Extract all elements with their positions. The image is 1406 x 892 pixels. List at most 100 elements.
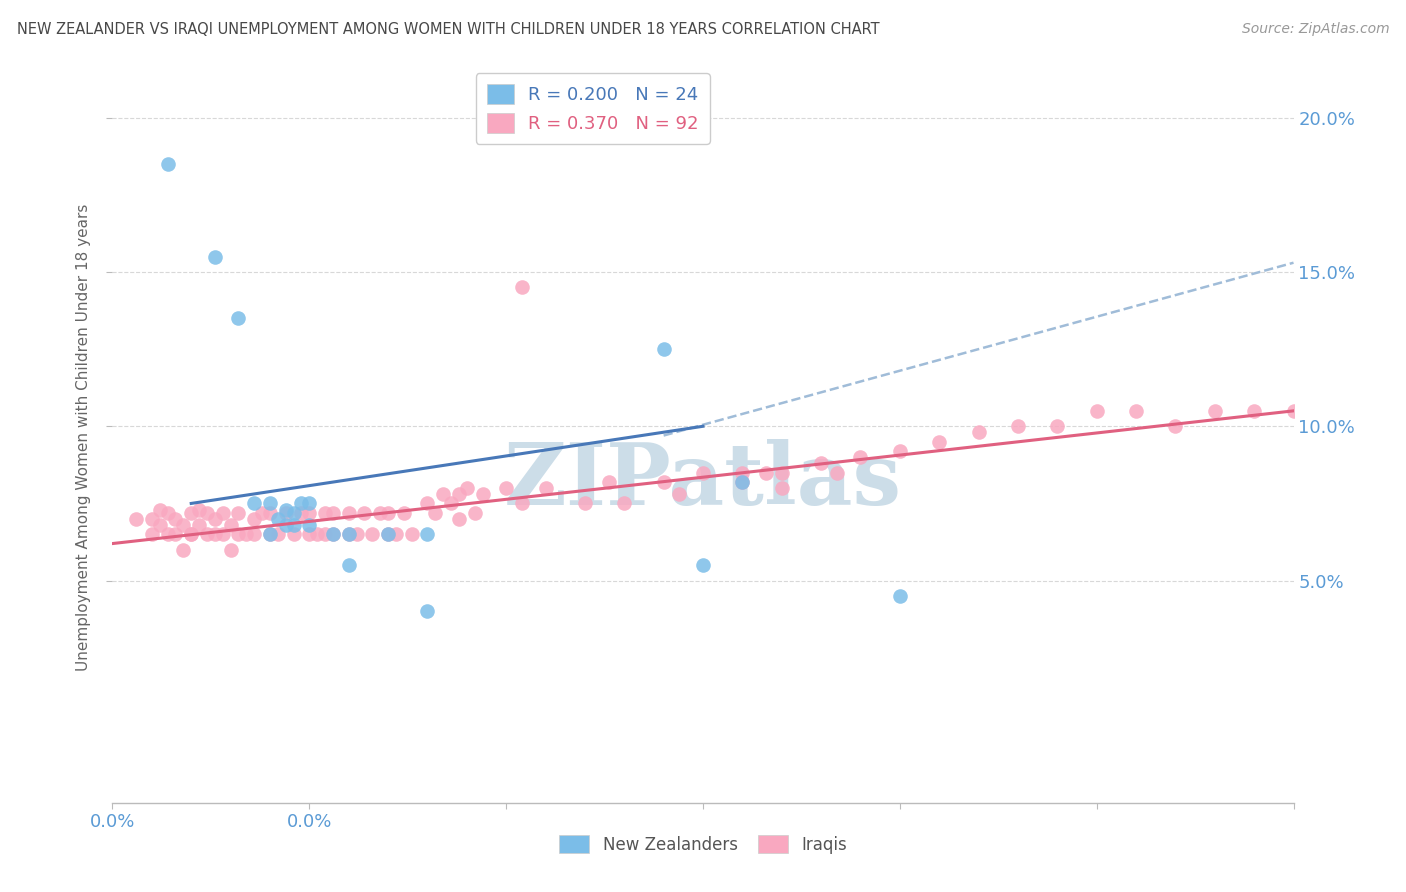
Point (770, 466, 793, 480)
Point (377, 527, 399, 541)
Point (368, 506, 391, 520)
Point (692, 466, 714, 480)
Point (967, 425, 990, 440)
Point (1282, 404, 1305, 418)
Point (416, 527, 439, 541)
Point (534, 481, 557, 495)
Point (172, 518, 194, 533)
Point (731, 466, 754, 480)
Point (125, 512, 148, 526)
Point (259, 496, 281, 510)
Point (385, 527, 408, 541)
Point (283, 518, 305, 533)
Point (432, 487, 454, 501)
Point (274, 506, 297, 520)
Point (290, 496, 312, 510)
Point (219, 518, 242, 533)
Point (195, 506, 218, 520)
Point (165, 512, 187, 526)
Point (188, 502, 211, 516)
Point (314, 527, 336, 541)
Point (298, 506, 321, 520)
Point (298, 518, 321, 533)
Point (440, 496, 463, 510)
Point (652, 475, 675, 489)
Point (283, 506, 305, 520)
Point (141, 527, 163, 541)
Point (274, 518, 297, 533)
Point (471, 487, 494, 501)
Point (228, 506, 250, 520)
Text: Source: ZipAtlas.com: Source: ZipAtlas.com (1241, 22, 1389, 37)
Point (172, 542, 194, 557)
Point (510, 496, 533, 510)
Point (298, 527, 321, 541)
Point (598, 475, 620, 489)
Point (889, 444, 911, 458)
Point (810, 456, 832, 470)
Point (755, 466, 778, 480)
Point (425, 506, 447, 520)
Point (447, 512, 470, 526)
Point (353, 506, 375, 520)
Point (204, 512, 226, 526)
Point (156, 527, 179, 541)
Point (849, 450, 872, 464)
Point (574, 496, 596, 510)
Text: ZIPatlas: ZIPatlas (503, 439, 903, 523)
Point (1243, 404, 1265, 418)
Point (337, 558, 360, 573)
Y-axis label: Unemployment Among Women with Children Under 18 years: Unemployment Among Women with Children U… (76, 203, 91, 671)
Point (180, 506, 202, 520)
Point (267, 527, 290, 541)
Point (377, 527, 399, 541)
Point (211, 506, 233, 520)
Point (464, 506, 486, 520)
Point (416, 604, 439, 618)
Point (401, 527, 423, 541)
Point (149, 518, 172, 533)
Point (731, 475, 754, 489)
Point (337, 506, 360, 520)
Point (510, 280, 533, 294)
Point (361, 527, 384, 541)
Point (180, 527, 202, 541)
Point (495, 481, 517, 495)
Point (346, 527, 368, 541)
Point (243, 496, 266, 510)
Point (392, 506, 415, 520)
Point (165, 527, 187, 541)
Legend: New Zealanders, Iraqis: New Zealanders, Iraqis (553, 829, 853, 860)
Point (243, 527, 266, 541)
Point (337, 527, 360, 541)
Point (377, 506, 399, 520)
Point (337, 527, 360, 541)
Text: NEW ZEALANDER VS IRAQI UNEMPLOYMENT AMONG WOMEN WITH CHILDREN UNDER 18 YEARS COR: NEW ZEALANDER VS IRAQI UNEMPLOYMENT AMON… (17, 22, 880, 37)
Point (219, 542, 242, 557)
Point (259, 527, 281, 541)
Point (322, 527, 344, 541)
Point (149, 502, 172, 516)
Point (204, 527, 226, 541)
Point (235, 527, 257, 541)
Point (141, 512, 163, 526)
Point (228, 527, 250, 541)
Point (156, 506, 179, 520)
Point (322, 506, 344, 520)
Point (731, 475, 754, 489)
Point (1007, 419, 1029, 434)
Point (1085, 404, 1108, 418)
Point (613, 496, 636, 510)
Point (298, 496, 321, 510)
Point (195, 527, 218, 541)
Point (322, 527, 344, 541)
Point (250, 506, 273, 520)
Point (1164, 419, 1187, 434)
Point (314, 506, 336, 520)
Point (290, 506, 312, 520)
Point (228, 311, 250, 326)
Point (652, 342, 675, 356)
Point (180, 527, 202, 541)
Point (1125, 404, 1147, 418)
Point (267, 512, 290, 526)
